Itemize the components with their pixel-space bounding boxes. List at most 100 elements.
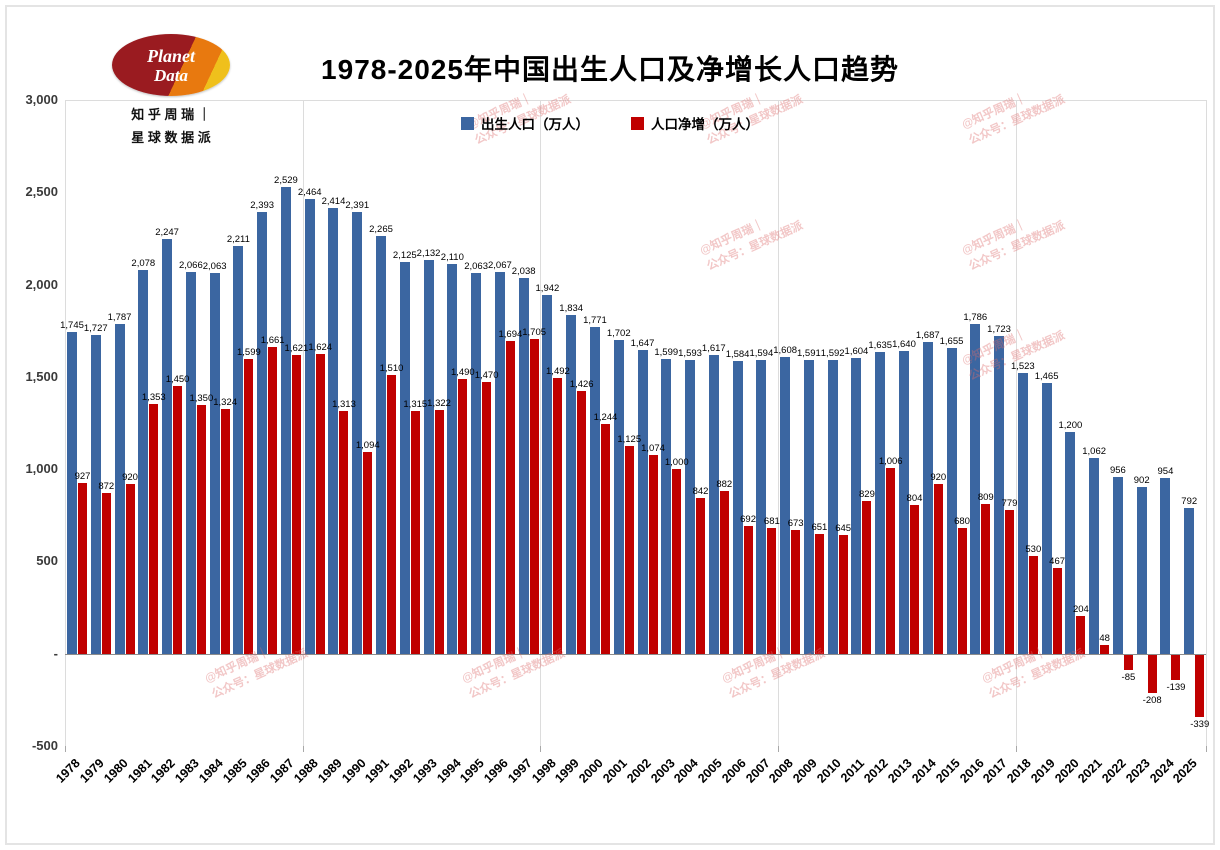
bar-value-label-net: 645	[835, 522, 852, 534]
bar-value-label-birth: 2,247	[155, 226, 179, 238]
chart-title: 1978-2025年中国出生人口及净增长人口趋势	[321, 54, 899, 85]
bar-birth	[471, 272, 482, 654]
x-tick-label: 2001	[600, 756, 630, 786]
x-tick-label: 1981	[124, 756, 155, 786]
x-tick-label: 2015	[932, 756, 963, 786]
bar-value-label-birth: 1,647	[630, 337, 655, 349]
bar-value-label-net: 1,426	[569, 378, 594, 390]
bar-value-label-birth: 2,132	[416, 248, 441, 260]
bar-value-label-birth: 1,640	[892, 339, 916, 351]
bar-net-increase	[600, 424, 610, 654]
bar-birth	[1017, 372, 1028, 654]
x-tick-label: 2006	[719, 756, 749, 786]
bar-value-label-birth: 1,834	[559, 303, 584, 315]
bar-net-increase	[1005, 509, 1015, 654]
x-tick-label: 1998	[528, 756, 559, 786]
bar-net-increase	[791, 529, 801, 654]
bar-value-label-net: 920	[930, 471, 947, 483]
bar-value-label-net: 804	[906, 493, 923, 505]
bar-value-label-net: 204	[1072, 604, 1089, 616]
bar-net-increase	[101, 492, 111, 654]
x-tick-label: 2017	[980, 756, 1011, 786]
bar-value-label-net: 1,450	[165, 374, 190, 386]
bar-birth	[661, 358, 672, 654]
bar-value-label-net: 1,470	[474, 370, 499, 382]
bar-birth	[1089, 457, 1100, 654]
bar-value-label-birth: 902	[1133, 475, 1150, 487]
bar-birth	[1041, 383, 1052, 654]
legend-label-net-increase: 人口净增（万人）	[651, 117, 759, 132]
bar-birth	[1065, 432, 1076, 654]
x-tick-label: 1993	[410, 756, 440, 786]
gridline-vertical	[778, 100, 780, 746]
bar-net-increase	[387, 375, 397, 654]
bar-value-label-birth: 1,062	[1082, 445, 1107, 457]
bar-net-increase	[220, 409, 230, 654]
bar-value-label-birth: 1,723	[987, 323, 1011, 335]
x-tick-label: 1995	[457, 756, 488, 786]
x-tick-label: 2021	[1075, 756, 1106, 786]
y-tick-label: 500	[36, 553, 58, 569]
bar-value-label-birth: 1,591	[797, 348, 821, 360]
x-tick-label: 1999	[552, 756, 583, 786]
legend-item-births: 出生人口（万人）	[461, 113, 589, 133]
bar-birth	[233, 245, 244, 654]
bar-value-label-net: 1,322	[427, 397, 451, 409]
bar-value-label-birth: 2,393	[250, 200, 275, 212]
logo-caption: 知 乎 周 瑞 ｜ 星 球 数 据 派	[98, 103, 244, 149]
bar-value-label-net: 1,074	[641, 443, 665, 455]
bar-net-increase	[624, 446, 634, 654]
bar-birth	[637, 349, 648, 654]
x-tick-label: 1991	[362, 756, 393, 786]
legend-label-births: 出生人口（万人）	[481, 117, 589, 132]
x-tick-label: 1989	[314, 756, 345, 786]
bar-net-increase	[577, 390, 587, 654]
bar-net-increase	[909, 505, 919, 654]
bar-birth	[67, 331, 77, 654]
x-tick-label: 1979	[77, 756, 107, 786]
bar-birth	[685, 359, 696, 654]
bar-value-label-birth: 1,200	[1058, 420, 1083, 432]
bar-value-label-birth: 1,727	[83, 322, 108, 334]
bar-value-label-birth: 954	[1157, 465, 1174, 477]
bar-value-label-net: 809	[977, 492, 994, 504]
bar-birth	[494, 272, 505, 654]
bar-value-label-net: -208	[1142, 695, 1162, 707]
logo-text-planet: Planet	[147, 45, 195, 66]
bar-value-label-net: 1,315	[403, 399, 428, 410]
bar-birth	[851, 357, 862, 654]
bar-birth	[780, 356, 791, 654]
x-tick-label: 2016	[956, 756, 987, 786]
x-tick-label: 2025	[1170, 756, 1201, 786]
bar-net-increase	[363, 451, 373, 654]
x-tick-label: 1997	[505, 756, 535, 786]
bar-birth	[1160, 477, 1171, 654]
bar-value-label-birth: 2,265	[369, 223, 393, 235]
bar-value-label-birth: 1,604	[844, 345, 869, 357]
bar-net-increase	[981, 504, 991, 654]
bar-net-increase	[196, 404, 206, 654]
bar-birth	[1184, 507, 1195, 654]
bar-value-label-birth: 2,110	[440, 252, 464, 264]
bar-value-label-net: 1,006	[878, 456, 903, 468]
gridline-top	[65, 100, 1206, 101]
bar-net-increase	[1100, 644, 1110, 654]
bar-value-label-net: 48	[1099, 632, 1110, 644]
x-axis-tick	[65, 746, 66, 752]
bar-value-label-net: 1,094	[355, 439, 380, 451]
bar-net-increase	[838, 534, 848, 654]
bar-value-label-net: 1,313	[332, 399, 356, 411]
x-axis-tick	[540, 746, 542, 752]
x-tick-label: 2002	[623, 756, 654, 786]
x-tick-label: 2024	[1146, 756, 1177, 786]
legend-swatch-births	[461, 116, 474, 130]
bar-value-label-birth: 2,464	[297, 186, 322, 198]
bar-value-label-net: 829	[859, 488, 875, 500]
bar-value-label-birth: 2,125	[392, 249, 417, 261]
bar-value-label-net: 1,621	[284, 342, 309, 354]
bar-net-increase	[268, 347, 278, 654]
bar-value-label-birth: 1,593	[678, 347, 702, 359]
bar-value-label-birth: 1,584	[725, 349, 750, 361]
bar-value-label-birth: 2,414	[321, 196, 346, 208]
bar-birth	[875, 351, 886, 654]
